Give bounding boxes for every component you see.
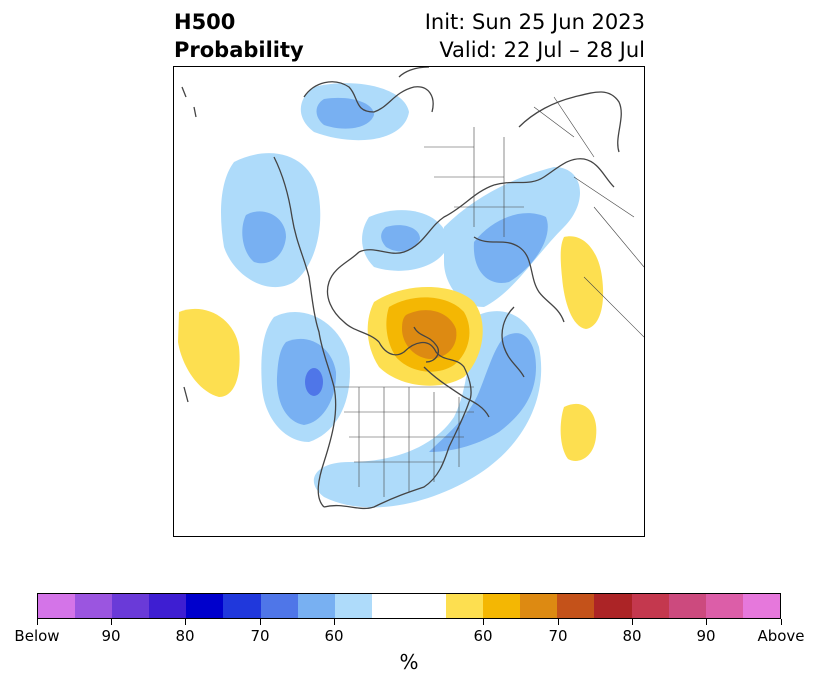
colorbar-tick [780, 619, 782, 625]
colorbar-tick [705, 619, 707, 625]
probability-colorbar [37, 593, 781, 619]
colorbar-tick [557, 619, 559, 625]
colorbar-tick-label: Below [14, 627, 60, 645]
probability-map[interactable] [173, 66, 645, 537]
coastlines [181, 67, 622, 510]
colorbar-tick-label: 90 [696, 627, 716, 645]
below-normal-shading-70 [242, 97, 548, 452]
colorbar-tick-label: 60 [324, 627, 344, 645]
colorbar-segment [557, 594, 595, 618]
colorbar-segment [260, 594, 298, 618]
colorbar-tick-label: 80 [622, 627, 642, 645]
colorbar-segment [75, 594, 113, 618]
colorbar-segment [446, 594, 484, 618]
colorbar-tick [259, 619, 261, 625]
colorbar-segment [334, 594, 372, 618]
title-line-variable: H500 [174, 10, 236, 34]
colorbar-tick [184, 619, 186, 625]
colorbar-segment [520, 594, 558, 618]
political-borders [334, 96, 644, 497]
above-normal-shading-80 [402, 310, 457, 359]
colorbar-segment [668, 594, 706, 618]
colorbar-segment [408, 594, 447, 618]
valid-period: Valid: 22 Jul – 28 Jul [439, 38, 645, 62]
colorbar-tick [631, 619, 633, 625]
colorbar-segment [297, 594, 335, 618]
colorbar-tick-label: 70 [548, 627, 568, 645]
colorbar-segment [38, 594, 76, 618]
colorbar-segment [223, 594, 261, 618]
colorbar-segment [483, 594, 521, 618]
map-canvas [178, 67, 644, 510]
colorbar-segment [742, 594, 780, 618]
colorbar-segment [594, 594, 632, 618]
colorbar-tick-label: 90 [101, 627, 121, 645]
title-line-product: Probability [174, 38, 304, 62]
below-normal-shading-80 [305, 368, 323, 396]
colorbar-segment [149, 594, 187, 618]
colorbar-segment [112, 594, 150, 618]
colorbar-tick-label: 70 [250, 627, 270, 645]
map-title: H500 Probability [174, 8, 304, 64]
colorbar-segment [371, 594, 409, 618]
colorbar-tick-label: 80 [175, 627, 195, 645]
colorbar-segment [631, 594, 669, 618]
colorbar-tick-label: Above [757, 627, 805, 645]
colorbar-tick [36, 619, 38, 625]
colorbar-tick [333, 619, 335, 625]
colorbar-tick [110, 619, 112, 625]
colorbar-segment [186, 594, 224, 618]
colorbar-tick-label: 60 [473, 627, 493, 645]
colorbar-segment [705, 594, 743, 618]
colorbar-tick [482, 619, 484, 625]
init-date: Init: Sun 25 Jun 2023 [424, 10, 645, 34]
forecast-dates: Init: Sun 25 Jun 2023 Valid: 22 Jul – 28… [425, 8, 645, 64]
colorbar-unit-label: % [399, 650, 419, 674]
